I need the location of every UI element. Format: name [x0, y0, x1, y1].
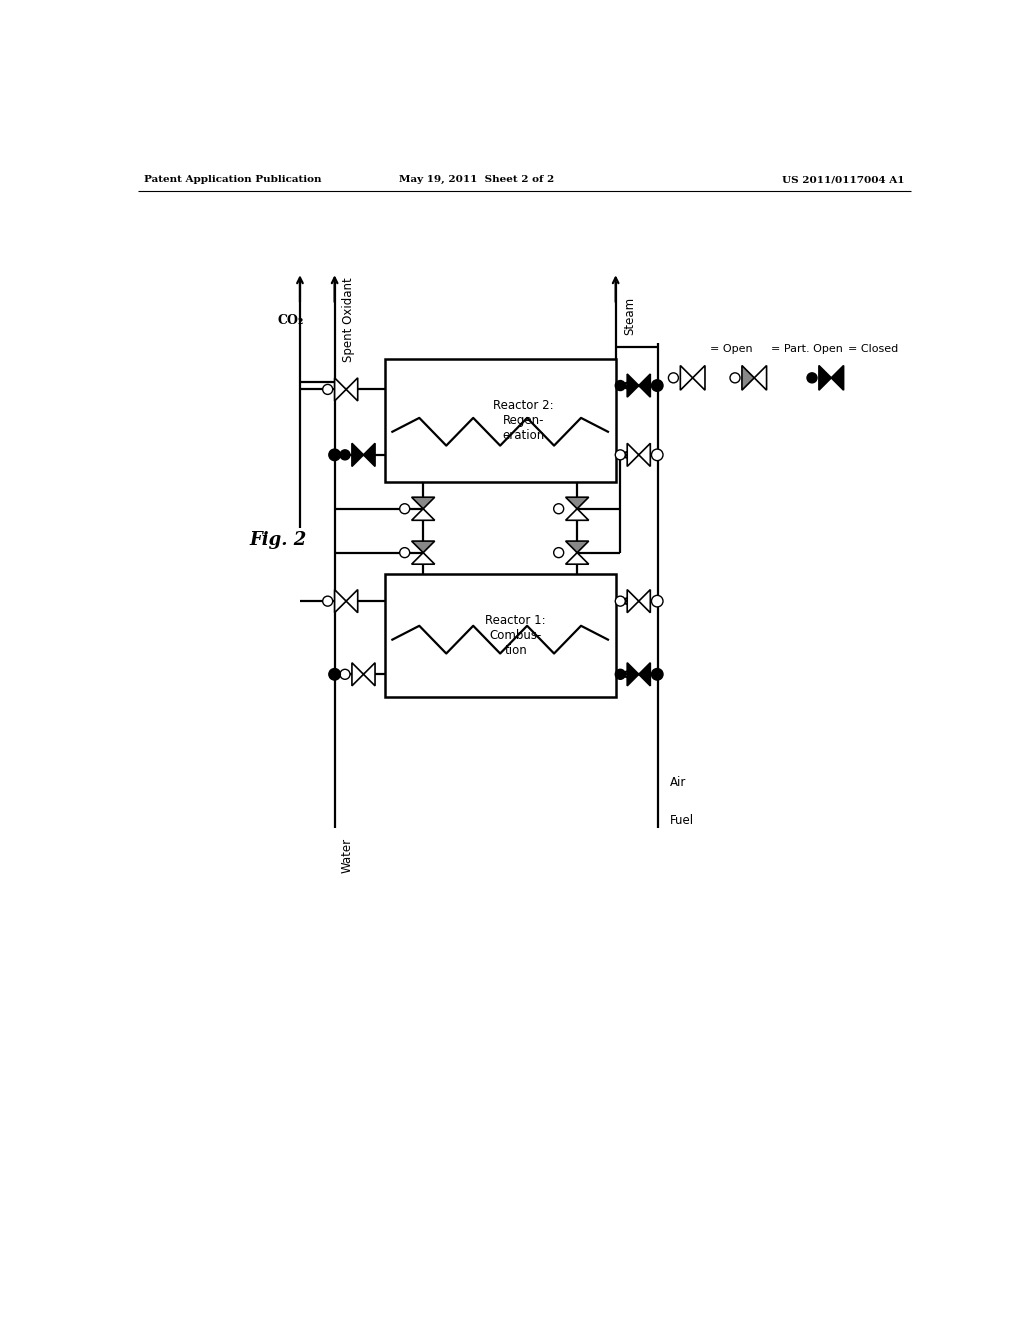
Polygon shape: [628, 444, 639, 466]
Polygon shape: [628, 590, 639, 612]
Circle shape: [730, 372, 740, 383]
Polygon shape: [680, 366, 692, 391]
Circle shape: [669, 372, 679, 383]
Text: Patent Application Publication: Patent Application Publication: [144, 176, 322, 185]
Polygon shape: [639, 590, 650, 612]
Text: Fuel: Fuel: [670, 814, 693, 828]
Circle shape: [651, 668, 663, 680]
Polygon shape: [352, 444, 364, 466]
Circle shape: [399, 504, 410, 513]
Text: Steam: Steam: [624, 297, 636, 335]
Polygon shape: [755, 366, 767, 391]
Polygon shape: [628, 374, 639, 397]
Circle shape: [323, 384, 333, 395]
Polygon shape: [565, 508, 589, 520]
Circle shape: [329, 449, 340, 461]
Polygon shape: [565, 498, 589, 508]
Polygon shape: [565, 553, 589, 564]
Circle shape: [340, 669, 350, 680]
Bar: [385, 574, 615, 697]
Text: = Part. Open: = Part. Open: [771, 343, 843, 354]
Polygon shape: [335, 378, 346, 401]
Text: Fig. 2: Fig. 2: [250, 531, 307, 549]
Polygon shape: [335, 590, 346, 612]
Polygon shape: [692, 366, 705, 391]
Polygon shape: [639, 374, 650, 397]
Polygon shape: [831, 366, 844, 391]
Polygon shape: [352, 663, 364, 686]
Circle shape: [340, 450, 350, 459]
Circle shape: [615, 380, 626, 391]
Polygon shape: [346, 378, 357, 401]
Bar: [385, 359, 615, 482]
Text: Spent Oxidant: Spent Oxidant: [342, 277, 355, 363]
Circle shape: [554, 504, 563, 513]
Polygon shape: [412, 541, 435, 553]
Polygon shape: [628, 663, 639, 686]
Polygon shape: [742, 366, 755, 391]
Circle shape: [323, 597, 333, 606]
Polygon shape: [364, 444, 375, 466]
Text: Air: Air: [670, 776, 686, 788]
Text: Water: Water: [341, 838, 353, 873]
Polygon shape: [639, 444, 650, 466]
Polygon shape: [565, 541, 589, 553]
Text: = Open: = Open: [710, 343, 753, 354]
Circle shape: [615, 450, 626, 459]
Polygon shape: [412, 553, 435, 564]
Circle shape: [399, 548, 410, 557]
Polygon shape: [412, 508, 435, 520]
Text: Reactor 2:
Regen-
eration: Reactor 2: Regen- eration: [493, 399, 554, 442]
Polygon shape: [819, 366, 831, 391]
Circle shape: [329, 668, 340, 680]
Circle shape: [651, 449, 663, 461]
Polygon shape: [639, 663, 650, 686]
Polygon shape: [364, 663, 375, 686]
Circle shape: [554, 548, 563, 557]
Circle shape: [651, 595, 663, 607]
Circle shape: [807, 372, 817, 383]
Polygon shape: [412, 498, 435, 508]
Circle shape: [615, 597, 626, 606]
Circle shape: [615, 669, 626, 680]
Circle shape: [651, 380, 663, 391]
Text: Reactor 1:
Combus-
tion: Reactor 1: Combus- tion: [485, 614, 546, 657]
Text: May 19, 2011  Sheet 2 of 2: May 19, 2011 Sheet 2 of 2: [399, 176, 555, 185]
Text: US 2011/0117004 A1: US 2011/0117004 A1: [782, 176, 904, 185]
Polygon shape: [346, 590, 357, 612]
Text: = Closed: = Closed: [848, 343, 898, 354]
Text: CO₂: CO₂: [278, 314, 304, 326]
